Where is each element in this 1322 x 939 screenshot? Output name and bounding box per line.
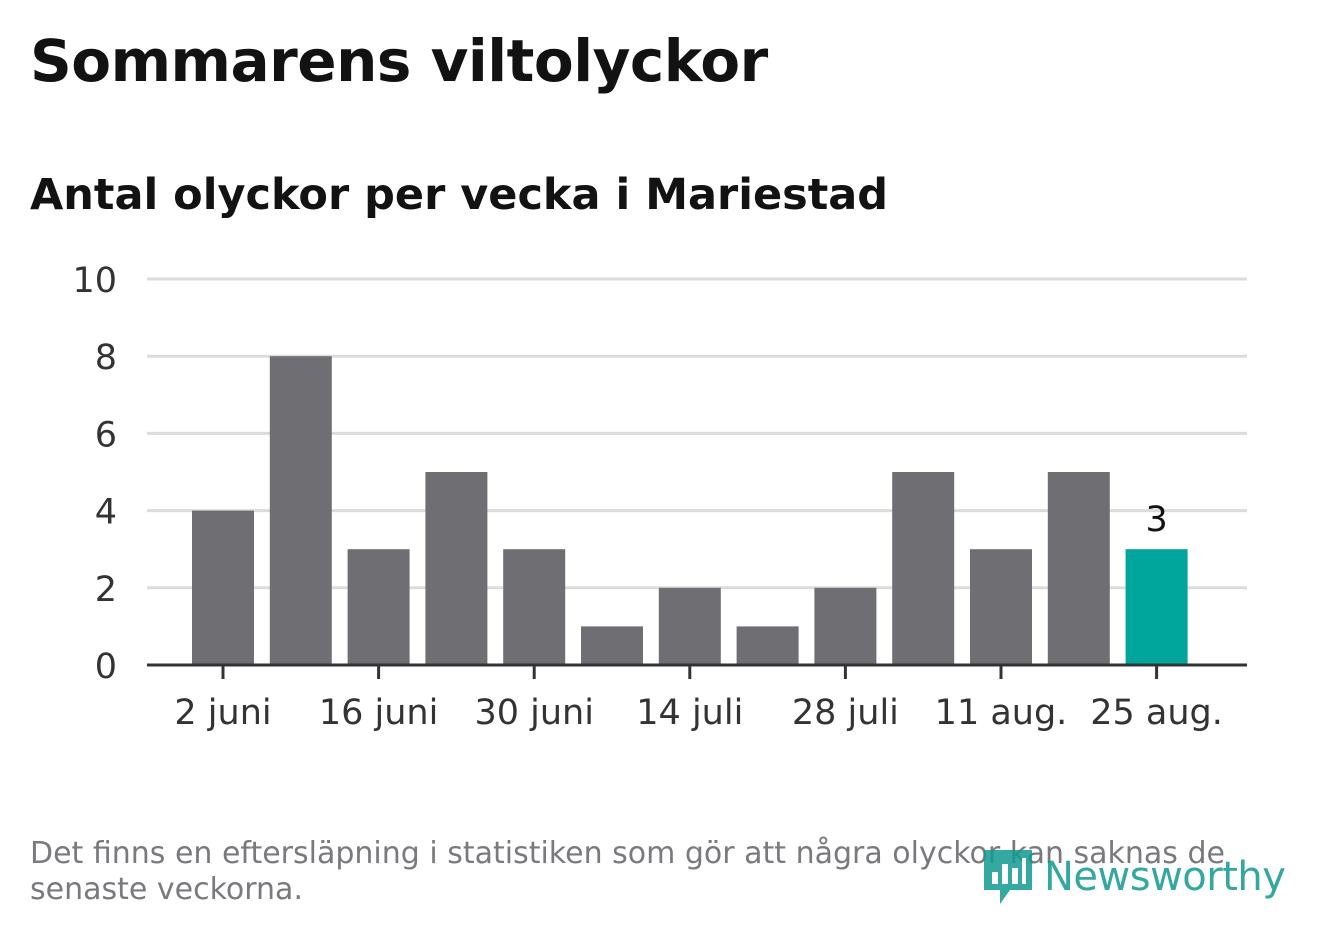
bar xyxy=(970,549,1032,665)
chart-title: Sommarens viltolyckor xyxy=(30,27,768,95)
bar-chart: 0 2 4 6 8 10 3 2 juni 16 juni 30 juni 14 juli 28 ju… xyxy=(72,261,1247,733)
bar xyxy=(192,510,254,665)
bar xyxy=(425,472,488,665)
x-tick-label: 16 juni xyxy=(319,693,438,733)
logo-text: Newsworthy xyxy=(1044,854,1286,900)
bar-chart-speech-icon xyxy=(984,850,1032,904)
bar xyxy=(658,587,721,665)
chart-subtitle: Antal olyckor per vecka i Mariestad xyxy=(30,170,889,220)
bar xyxy=(736,626,799,665)
bar xyxy=(892,472,955,665)
y-tick-label: 8 xyxy=(95,338,117,378)
y-tick-label: 10 xyxy=(72,261,117,301)
x-tick-label: 30 juni xyxy=(474,693,593,733)
bar xyxy=(1125,549,1188,665)
newsworthy-logo: Newsworthy xyxy=(980,846,1286,908)
bar xyxy=(269,356,332,665)
x-tick-label: 25 aug. xyxy=(1090,693,1223,733)
bar xyxy=(1047,472,1110,665)
x-tick-label: 2 juni xyxy=(174,693,271,733)
bar xyxy=(581,626,643,665)
bar xyxy=(814,587,877,665)
x-tick-label: 11 aug. xyxy=(935,693,1068,733)
y-tick-label: 6 xyxy=(95,415,117,455)
y-tick-label: 0 xyxy=(95,647,117,687)
x-tick-label: 14 juli xyxy=(636,693,743,733)
bar xyxy=(503,549,566,665)
data-label: 3 xyxy=(1145,500,1167,540)
bar xyxy=(347,549,410,665)
y-tick-label: 4 xyxy=(95,493,117,533)
x-tick-label: 28 juli xyxy=(792,693,899,733)
y-tick-label: 2 xyxy=(95,570,117,610)
